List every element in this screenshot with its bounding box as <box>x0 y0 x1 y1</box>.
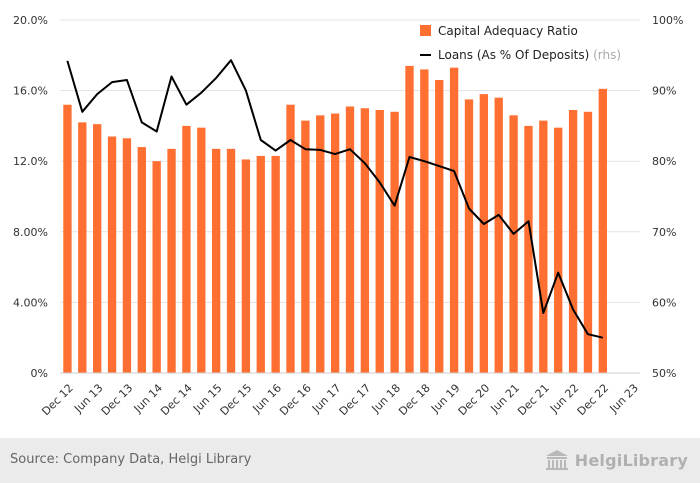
y-right-tick-label: 70% <box>652 226 676 239</box>
bar <box>197 127 206 373</box>
y-left-tick-label: 20.0% <box>13 14 48 27</box>
bar <box>539 120 548 373</box>
y-right-tick-label: 90% <box>652 85 676 98</box>
bar <box>449 67 459 373</box>
bar <box>554 127 563 373</box>
bar <box>390 111 399 373</box>
y-right-tick-label: 80% <box>652 155 676 168</box>
brand-name: HelgiLibrary <box>574 450 688 470</box>
bar <box>405 65 414 373</box>
legend-label-capital-adequacy: Capital Adequacy Ratio <box>438 24 578 38</box>
bar <box>494 97 503 373</box>
bar <box>420 69 429 374</box>
bar <box>241 159 251 373</box>
bar <box>316 115 325 373</box>
bar <box>524 125 533 374</box>
bar <box>93 124 102 373</box>
x-tick-label: Dec 15 <box>218 381 255 418</box>
bar <box>211 148 221 373</box>
x-tick-label: Dec 21 <box>515 381 552 418</box>
bar <box>583 111 593 373</box>
bar <box>107 136 117 373</box>
y-left-tick-label: 12.0% <box>13 155 48 168</box>
bar <box>568 110 578 373</box>
x-tick-label: Dec 14 <box>158 381 195 418</box>
loans-line <box>66 59 604 339</box>
x-tick-label: Dec 18 <box>396 381 433 418</box>
chart: 0% 4.00% 8.00% 12.0% 16.0% 20.0% 50% 60% 70% 80% 9… <box>13 14 683 418</box>
bar <box>63 104 72 373</box>
brand-logo[interactable]: HelgiLibrary <box>544 446 688 474</box>
x-tick-label: Dec 12 <box>39 381 76 418</box>
x-tick-label: Dec 20 <box>456 381 493 418</box>
x-tick-label: Dec 22 <box>575 381 612 418</box>
bar <box>509 115 518 373</box>
legend-swatch-bar <box>420 25 431 36</box>
y-right-tick-label: 50% <box>652 367 676 380</box>
bar <box>271 155 280 373</box>
bar <box>479 94 489 373</box>
bar <box>598 88 607 374</box>
bar <box>345 106 355 374</box>
bar <box>226 148 236 373</box>
y-right-tick-label: 60% <box>652 296 676 309</box>
bar <box>301 120 310 373</box>
x-tick-label: Jun 23 <box>607 381 641 415</box>
bar <box>182 125 191 374</box>
bar <box>360 108 370 373</box>
y-left-tick-label: 16.0% <box>13 85 48 98</box>
bar <box>122 138 132 373</box>
bar <box>256 155 265 373</box>
legend-axis-note: (rhs) <box>593 48 621 62</box>
x-tick-label: Dec 13 <box>99 381 136 418</box>
y-left-tick-label: 4.00% <box>13 296 48 309</box>
bar <box>375 110 384 373</box>
legend-label-loans: Loans (As % Of Deposits) (rhs) <box>438 48 621 62</box>
bar <box>286 104 295 373</box>
bar <box>464 99 474 374</box>
y-right-tick-label: 100% <box>652 14 683 27</box>
y-left-tick-label: 8.00% <box>13 226 48 239</box>
x-tick-label: Dec 17 <box>337 381 374 418</box>
y-left-tick-label: 0% <box>31 367 48 380</box>
footer: Source: Company Data, Helgi Library Helg… <box>0 438 700 483</box>
bar <box>435 80 444 373</box>
library-building-icon <box>545 450 568 470</box>
x-tick-label: Dec 16 <box>277 381 314 418</box>
bar <box>137 147 146 373</box>
source-note: Source: Company Data, Helgi Library <box>10 452 252 467</box>
bar <box>78 122 87 374</box>
bar <box>152 161 161 373</box>
bar <box>167 148 176 373</box>
bar <box>330 113 340 374</box>
